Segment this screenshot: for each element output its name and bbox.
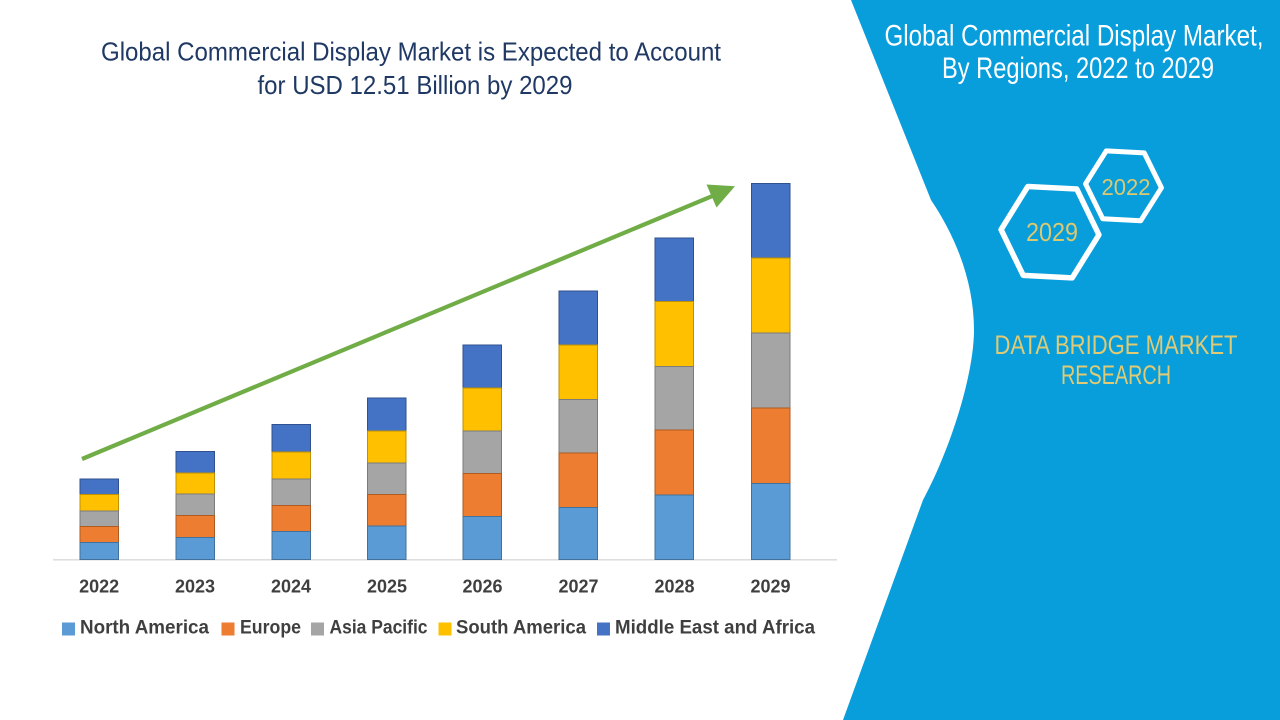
svg-text:2029: 2029: [1026, 217, 1078, 247]
svg-text:2023: 2023: [175, 577, 215, 597]
svg-text:DATA BRIDGE MARKET: DATA BRIDGE MARKET: [995, 330, 1238, 360]
svg-text:2022: 2022: [1102, 174, 1151, 200]
svg-text:Global Commercial Display Mark: Global Commercial Display Market is Expe…: [101, 36, 722, 66]
svg-text:North America: North America: [80, 618, 209, 639]
svg-text:2029: 2029: [750, 577, 790, 597]
svg-text:2025: 2025: [367, 577, 407, 597]
svg-text:RESEARCH: RESEARCH: [1061, 360, 1171, 390]
svg-text:Global Commercial Display Mark: Global Commercial Display Market,: [885, 19, 1264, 52]
svg-text:Middle East and Africa: Middle East and Africa: [615, 618, 815, 639]
svg-text:2026: 2026: [462, 577, 502, 597]
svg-text:2028: 2028: [654, 577, 694, 597]
svg-text:2022: 2022: [79, 577, 119, 597]
svg-text:2024: 2024: [271, 577, 311, 597]
svg-text:Europe: Europe: [240, 618, 301, 639]
svg-text:2027: 2027: [558, 577, 598, 597]
svg-text:South America: South America: [456, 618, 586, 639]
svg-text:for USD 12.51 Billion by 2029: for USD 12.51 Billion by 2029: [258, 70, 573, 100]
svg-text:Asia Pacific: Asia Pacific: [330, 618, 428, 639]
svg-text:By Regions, 2022 to 2029: By Regions, 2022 to 2029: [942, 52, 1214, 85]
